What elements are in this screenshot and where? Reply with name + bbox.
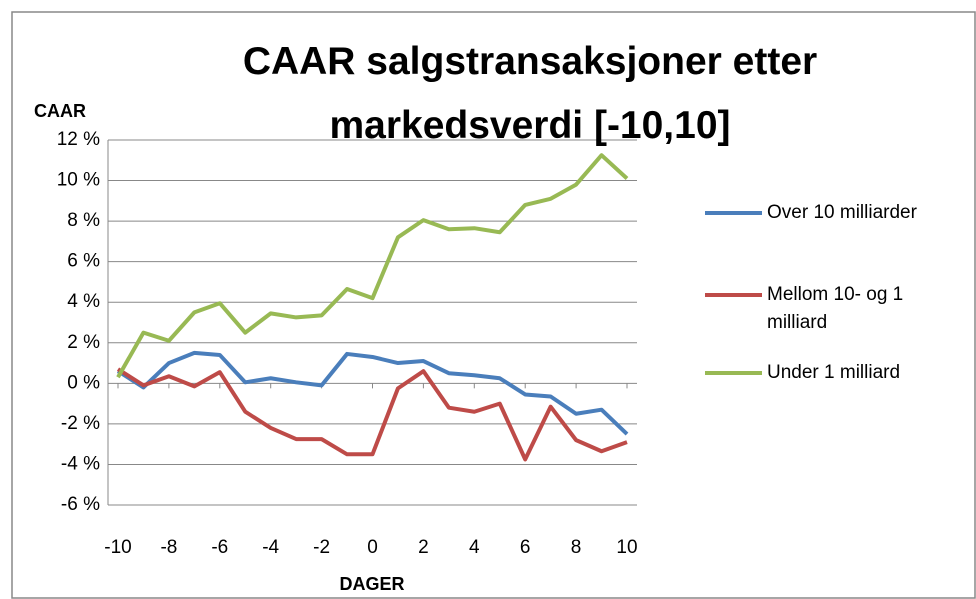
y-tick-label: -6 %	[61, 494, 100, 515]
x-tick-label: 8	[571, 537, 582, 558]
line-series	[116, 367, 628, 462]
y-tick-label: 6 %	[67, 251, 100, 272]
legend-label: Over 10 milliarder	[767, 202, 917, 223]
line-series	[116, 153, 629, 379]
x-tick-label: -4	[262, 537, 279, 558]
legend-label: Under 1 milliard	[767, 362, 901, 383]
y-tick-label: -4 %	[61, 453, 100, 474]
y-tick-label: 2 %	[67, 332, 100, 353]
line-series	[116, 350, 629, 436]
x-tick-label: 0	[367, 537, 378, 558]
y-tick-label: -2 %	[61, 413, 100, 434]
y-tick-label: 0 %	[67, 372, 100, 393]
x-tick-label: -8	[160, 537, 177, 558]
x-tick-label: -2	[313, 537, 330, 558]
x-tick-label: 2	[418, 537, 429, 558]
y-axis-label: CAAR	[34, 101, 86, 121]
chart-border	[11, 11, 976, 599]
x-tick-label: 10	[616, 537, 637, 558]
legend-label: Mellom 10- og 1 milliard	[767, 284, 904, 333]
chart-title: CAAR salgstransaksjoner etter markedsver…	[242, 40, 818, 147]
x-tick-label: -10	[104, 537, 131, 558]
y-tick-label: 12 %	[57, 129, 100, 150]
y-tick-label: 8 %	[67, 210, 100, 231]
x-tick-label: 4	[469, 537, 480, 558]
x-tick-label: 6	[520, 537, 531, 558]
y-tick-label: 10 %	[57, 170, 100, 191]
x-tick-label: -6	[211, 537, 228, 558]
y-tick-label: 4 %	[67, 291, 100, 312]
x-axis-label: DAGER	[339, 574, 404, 594]
